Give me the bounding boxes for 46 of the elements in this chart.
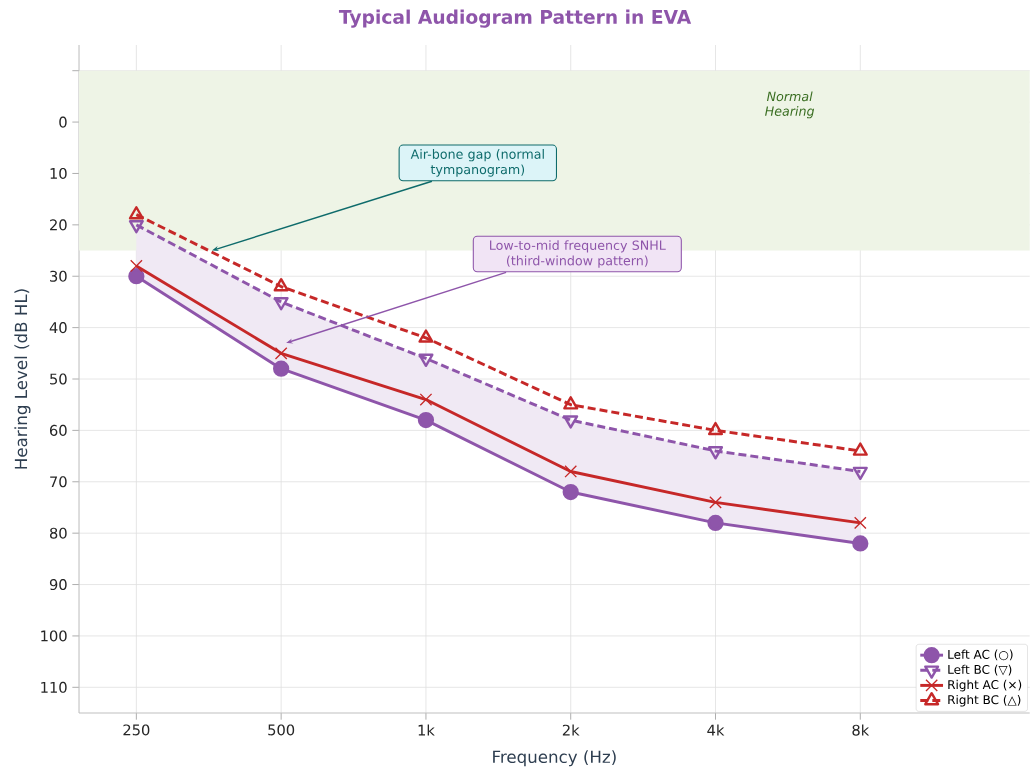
x-axis-title: Frequency (Hz)	[493, 750, 616, 767]
y-tick-label: 50	[50, 373, 67, 385]
point	[564, 465, 578, 478]
chart-title: Typical Audiogram Pattern in EVA	[338, 9, 692, 28]
x-tick-label: 1k	[418, 724, 435, 736]
point	[274, 346, 288, 360]
point	[273, 277, 289, 292]
legend-label: Right AC (×)	[948, 679, 1022, 692]
y-tick-label: 90	[49, 579, 67, 591]
annotation: Low-to-mid frequency SNHL (third-window pattern)	[490, 240, 666, 268]
legend-label: Right BC (△)	[948, 694, 1021, 707]
y-tick-label: 100	[41, 630, 67, 642]
y-tick-label: 30	[50, 270, 67, 282]
legend-label: Left BC (▽)	[948, 664, 1012, 676]
point	[563, 396, 579, 410]
x-tick-label: 4k	[707, 724, 725, 736]
y-tick-label: 40	[49, 322, 67, 334]
point	[707, 514, 724, 532]
point	[852, 442, 868, 456]
x-tick-label: 500	[268, 724, 295, 736]
point	[128, 206, 144, 220]
y-tick-label: 70	[50, 476, 67, 488]
legend-label: Left AC (○)	[948, 649, 1013, 661]
point	[418, 329, 434, 343]
y-tick-label: 10	[50, 167, 67, 180]
y-tick-label: 110	[41, 681, 67, 693]
point	[417, 411, 435, 429]
point	[853, 516, 867, 530]
annotation: Air-bone gap (normal tympanogram)	[410, 149, 544, 177]
x-tick-label: 8k	[852, 724, 870, 736]
point	[707, 421, 724, 436]
band-label: Normal Hearing	[765, 91, 815, 119]
point	[128, 268, 145, 285]
point	[852, 535, 869, 552]
y-tick-label: 0	[59, 116, 67, 128]
point	[130, 259, 143, 273]
y-tick-label: 60	[50, 424, 67, 436]
point	[273, 360, 290, 377]
y-axis-title: Hearing Level (dB HL)	[14, 289, 31, 469]
point	[419, 393, 433, 406]
y-tick-label: 20	[50, 219, 67, 231]
point	[562, 483, 579, 501]
x-tick-label: 250	[123, 724, 150, 736]
y-tick-label: 80	[49, 527, 67, 539]
x-tick-label: 2k	[562, 724, 580, 736]
point	[709, 496, 722, 509]
